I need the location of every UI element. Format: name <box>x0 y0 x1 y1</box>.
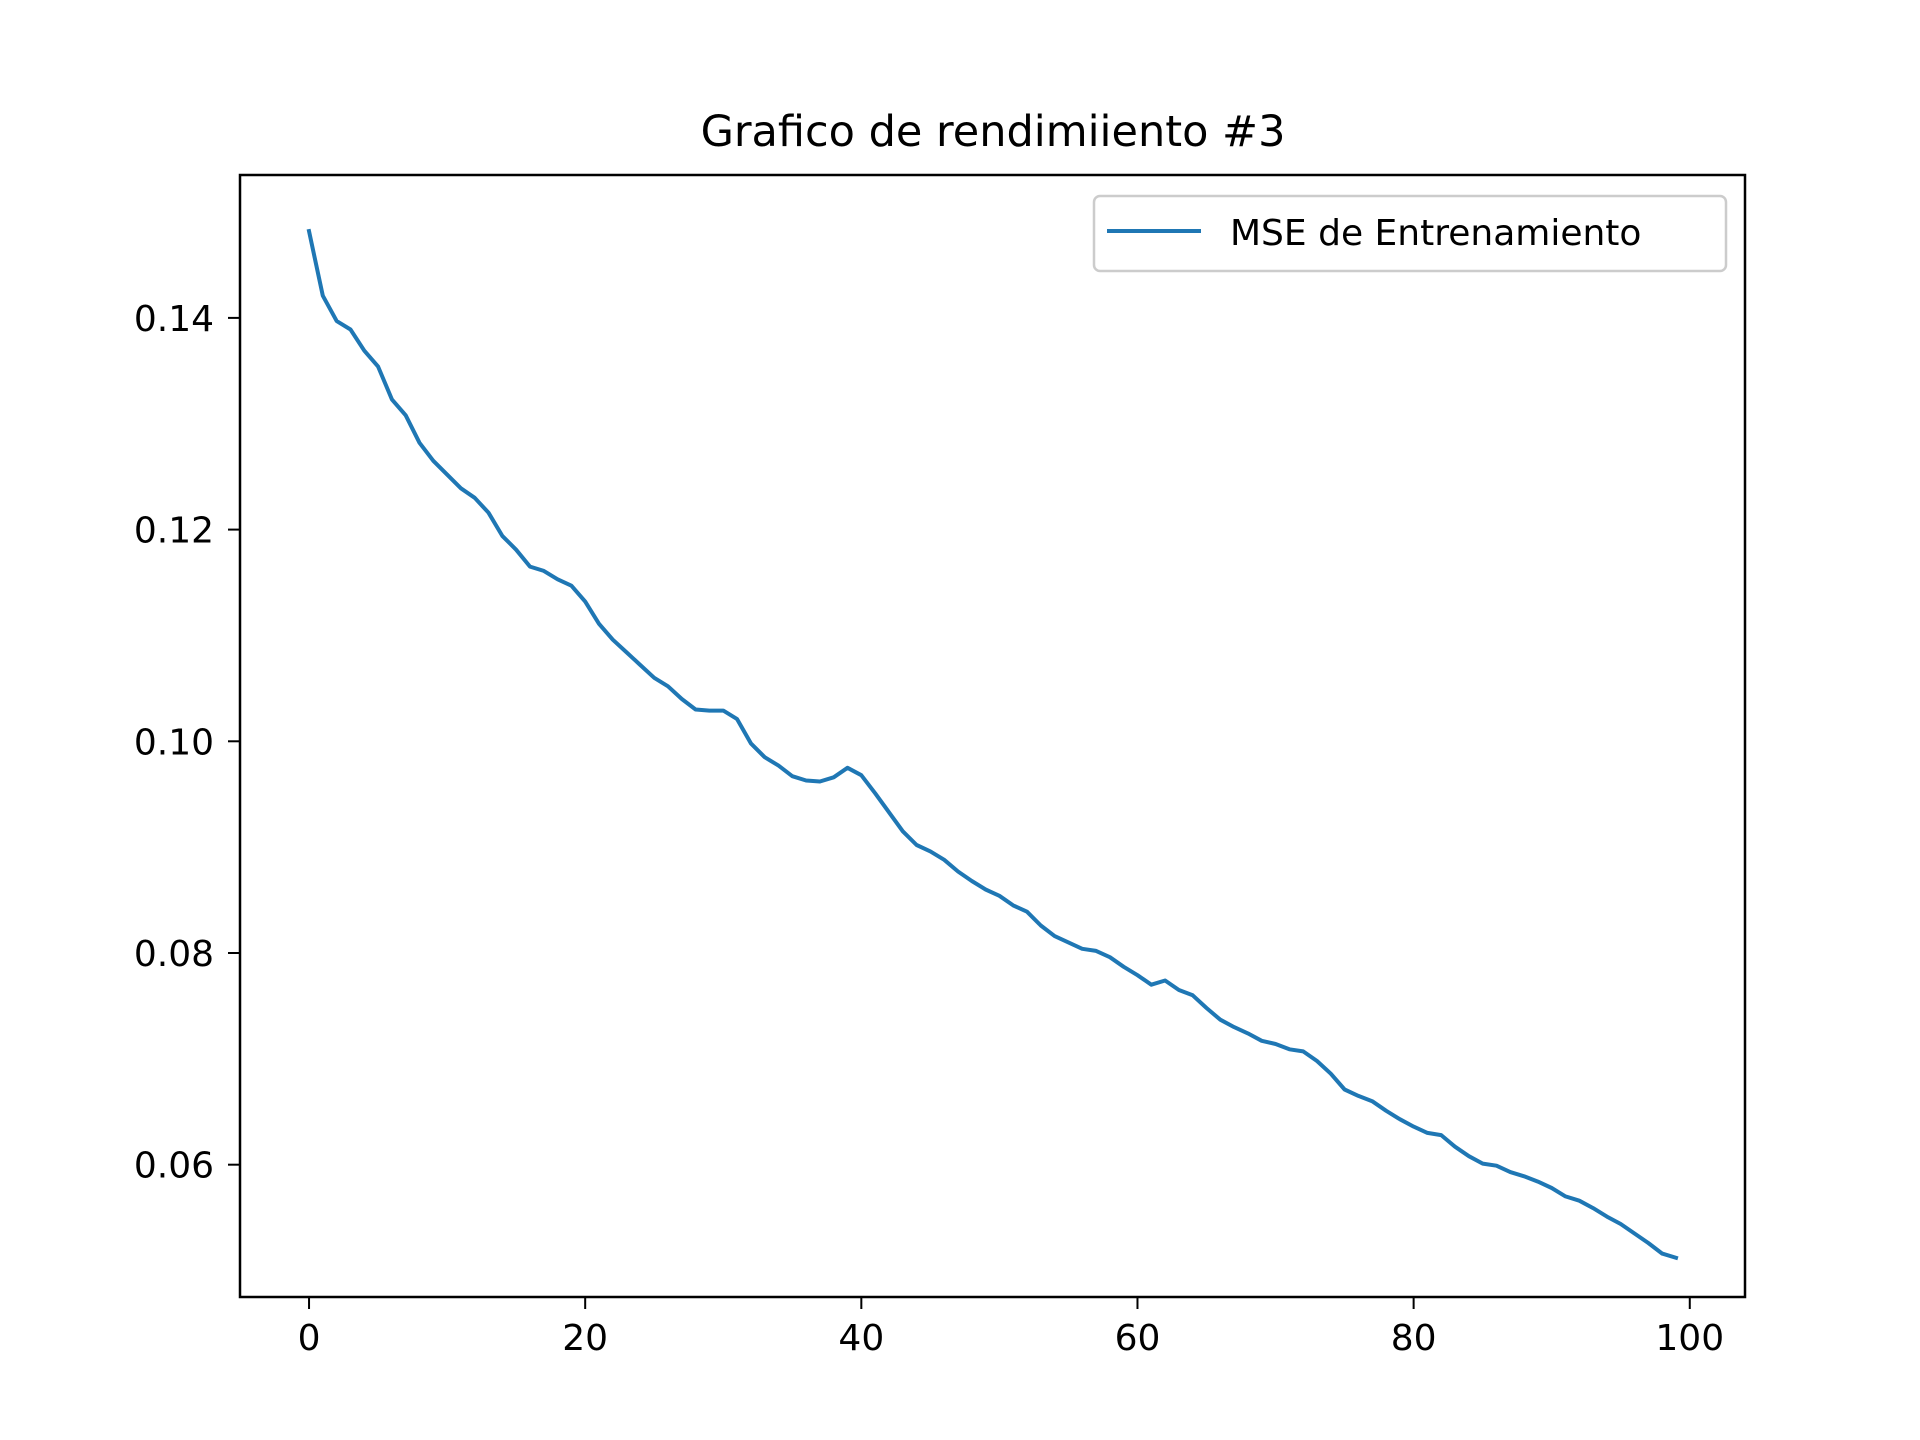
y-tick-label: 0.06 <box>134 1146 214 1187</box>
y-tick-label: 0.14 <box>134 299 214 340</box>
y-tick-label: 0.12 <box>134 511 214 552</box>
series-line-mse <box>306 228 1679 1261</box>
chart-title: Grafico de rendimiiento #3 <box>701 107 1286 157</box>
x-tick-label: 0 <box>298 1318 321 1359</box>
y-tick-label: 0.10 <box>134 722 214 763</box>
x-axis: 0 20 40 60 80 100 <box>298 1297 1724 1359</box>
x-tick-label: 40 <box>838 1318 884 1359</box>
series-layer <box>306 228 1679 1261</box>
y-tick-label: 0.08 <box>134 934 214 975</box>
legend: MSE de Entrenamiento <box>1092 194 1728 273</box>
x-tick-label: 60 <box>1115 1318 1161 1359</box>
legend-label-mse: MSE de Entrenamiento <box>1230 213 1641 254</box>
x-tick-label: 100 <box>1655 1318 1724 1359</box>
x-tick-label: 20 <box>562 1318 608 1359</box>
legend-box <box>1092 194 1728 273</box>
x-tick-label: 80 <box>1391 1318 1437 1359</box>
y-axis: 0.06 0.08 0.10 0.12 0.14 <box>134 299 240 1187</box>
plot-frame <box>238 173 1747 1299</box>
